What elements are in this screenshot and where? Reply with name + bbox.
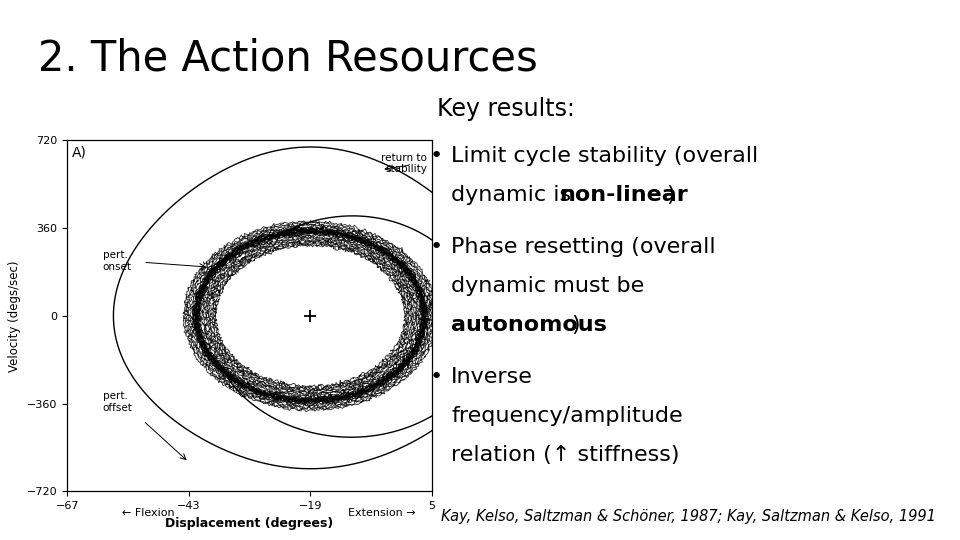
Text: non-linear: non-linear [559, 185, 687, 205]
Text: Extension →: Extension → [348, 508, 415, 518]
Text: ← Flexion: ← Flexion [122, 508, 175, 518]
Text: dynamic is: dynamic is [451, 185, 579, 205]
Text: ): ) [571, 315, 580, 335]
Text: •: • [430, 146, 444, 166]
Text: Inverse: Inverse [451, 367, 533, 387]
Text: dynamic must be: dynamic must be [451, 276, 644, 296]
Text: frequency/amplitude: frequency/amplitude [451, 406, 683, 426]
Text: relation (↑ stiffness): relation (↑ stiffness) [451, 445, 680, 465]
Text: •: • [430, 237, 444, 257]
Text: pert.
onset: pert. onset [103, 250, 132, 272]
Text: Limit cycle stability (overall: Limit cycle stability (overall [451, 146, 758, 166]
Text: ): ) [666, 185, 675, 205]
Text: 2. The Action Resources: 2. The Action Resources [38, 38, 539, 80]
Text: pert.
offset: pert. offset [103, 392, 132, 413]
Y-axis label: Velocity (degs/sec): Velocity (degs/sec) [9, 260, 21, 372]
Text: Key results:: Key results: [437, 97, 575, 121]
Text: return to
stability: return to stability [381, 153, 427, 174]
Text: •: • [430, 367, 444, 387]
X-axis label: Displacement (degrees): Displacement (degrees) [165, 517, 334, 530]
Text: Kay, Kelso, Saltzman & Schöner, 1987; Kay, Saltzman & Kelso, 1991: Kay, Kelso, Saltzman & Schöner, 1987; Ka… [442, 509, 936, 524]
Text: A): A) [72, 145, 87, 159]
Text: autonomous: autonomous [451, 315, 607, 335]
Text: Phase resetting (overall: Phase resetting (overall [451, 237, 716, 257]
